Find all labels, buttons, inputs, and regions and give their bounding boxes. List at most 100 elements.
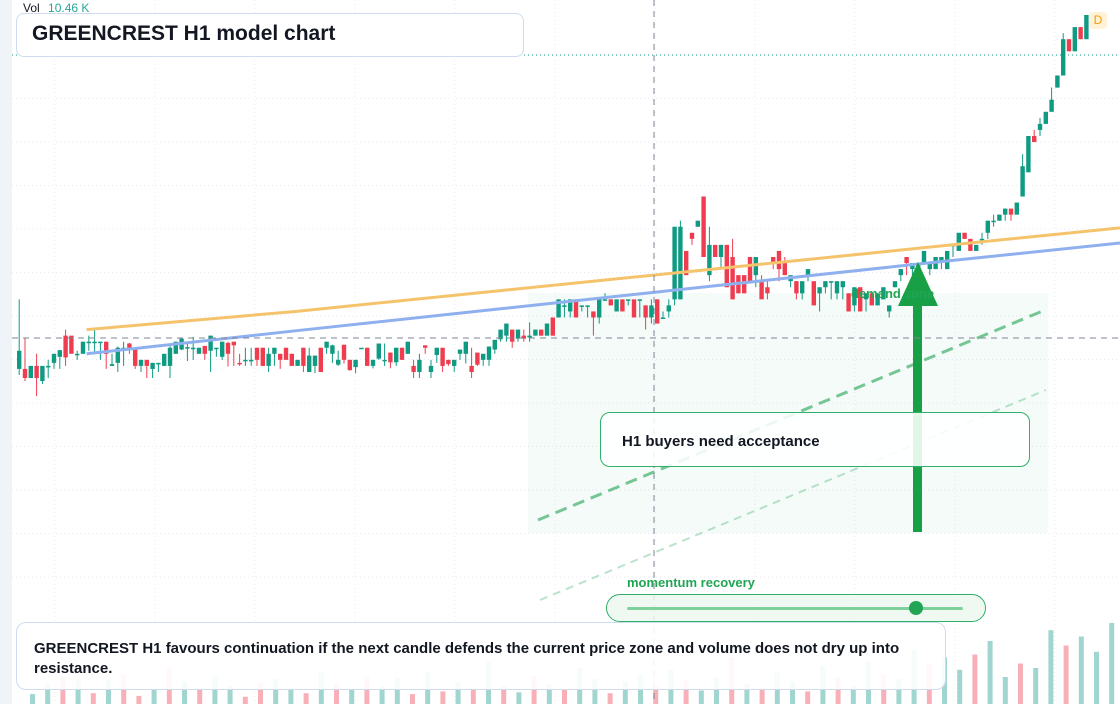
demand-zone-label: demand zone — [851, 286, 935, 301]
candle-body — [156, 362, 161, 365]
candle-body — [347, 359, 352, 371]
volume-bar — [850, 686, 856, 704]
candle-body — [846, 293, 851, 312]
volume-bar — [364, 677, 370, 704]
volume-bar — [835, 677, 841, 704]
candle-body — [463, 341, 468, 354]
interval-badge[interactable]: D — [1089, 12, 1107, 29]
candle-body — [492, 339, 497, 350]
candle-body — [724, 244, 729, 288]
moving-average-fast — [86, 226, 1120, 332]
candle-body — [1049, 99, 1054, 112]
candle-body — [359, 347, 364, 350]
candle-body — [887, 305, 892, 312]
volume-bar — [394, 677, 400, 704]
candle-body — [336, 359, 341, 365]
candle-body — [225, 342, 231, 354]
volume-bar — [288, 687, 294, 704]
candle-body — [515, 329, 521, 339]
candle-body — [75, 353, 80, 356]
candle-body — [956, 232, 961, 251]
candle-body — [892, 281, 898, 288]
candle-body — [1066, 39, 1072, 52]
momentum-label: momentum recovery — [627, 575, 755, 590]
candle-body — [98, 341, 103, 344]
candle-body — [469, 365, 474, 372]
candle-body — [985, 220, 990, 233]
momentum-indicator[interactable] — [606, 594, 986, 622]
candle-body — [927, 263, 932, 270]
candle-body — [585, 305, 590, 307]
candle-body — [266, 353, 271, 366]
volume-bar — [30, 694, 35, 704]
volume-bar — [410, 694, 415, 704]
candle-body — [568, 299, 573, 312]
candle-body — [370, 359, 376, 366]
candle-body — [701, 196, 706, 257]
volume-bar — [273, 678, 279, 704]
candle-body — [579, 305, 584, 307]
candle-body — [376, 343, 381, 359]
candle-body — [1078, 27, 1083, 40]
candle-body — [504, 323, 509, 336]
candle-body — [1026, 136, 1031, 173]
candle-body — [1084, 15, 1089, 40]
candle-body — [597, 299, 602, 318]
candle-body — [283, 347, 289, 360]
candle-body — [782, 263, 787, 276]
candle-body — [51, 353, 57, 363]
volume-bar — [1018, 663, 1023, 704]
candle-body — [811, 281, 816, 306]
candle-body — [272, 347, 277, 354]
candle-body — [974, 244, 979, 251]
volume-bar — [379, 686, 385, 704]
candle-body — [434, 347, 439, 356]
candle-body — [898, 269, 903, 276]
momentum-knob[interactable] — [908, 601, 923, 615]
candle-body — [759, 281, 764, 300]
candle-body — [260, 347, 265, 366]
candle-body — [167, 347, 173, 366]
candle-body — [510, 329, 515, 342]
candle-body — [365, 347, 370, 366]
candle-body — [573, 299, 579, 318]
candle-body — [556, 299, 561, 318]
candle-body — [22, 368, 28, 378]
candle-body — [765, 287, 770, 294]
volume-bar — [303, 693, 309, 704]
candle-body — [63, 335, 68, 358]
momentum-track — [627, 607, 963, 610]
volume-bar — [592, 678, 598, 704]
candle-body — [713, 244, 718, 257]
analysis-note: GREENCREST H1 favours continuation if th… — [16, 622, 946, 690]
candle-body — [109, 364, 115, 366]
candle-body — [173, 341, 178, 354]
volume-bar — [546, 684, 552, 704]
candle-body — [237, 362, 242, 365]
candle-body — [243, 359, 248, 362]
candle-body — [823, 281, 828, 288]
candle-body — [521, 335, 526, 339]
candle-body — [405, 341, 410, 354]
candle-body — [115, 347, 120, 363]
volume-bar — [653, 686, 659, 704]
volume-bar — [516, 692, 522, 704]
candle-body — [254, 347, 260, 360]
candle-body — [771, 257, 776, 264]
candle-body — [69, 335, 74, 354]
candle-body — [643, 305, 648, 318]
candle-body — [1072, 27, 1077, 52]
candle-body — [817, 287, 822, 294]
candle-body — [904, 257, 909, 264]
candle-body — [150, 362, 155, 369]
candle-body — [399, 347, 405, 360]
volume-value: 10.46 K — [48, 1, 90, 15]
volume-bar — [790, 681, 795, 704]
candle-body — [220, 341, 225, 357]
candle-body — [307, 355, 312, 372]
volume-bar — [607, 693, 613, 704]
candle-body — [1020, 166, 1025, 197]
candle-body — [747, 257, 753, 282]
support-projection-lower — [539, 389, 1047, 601]
candle-body — [718, 244, 724, 257]
